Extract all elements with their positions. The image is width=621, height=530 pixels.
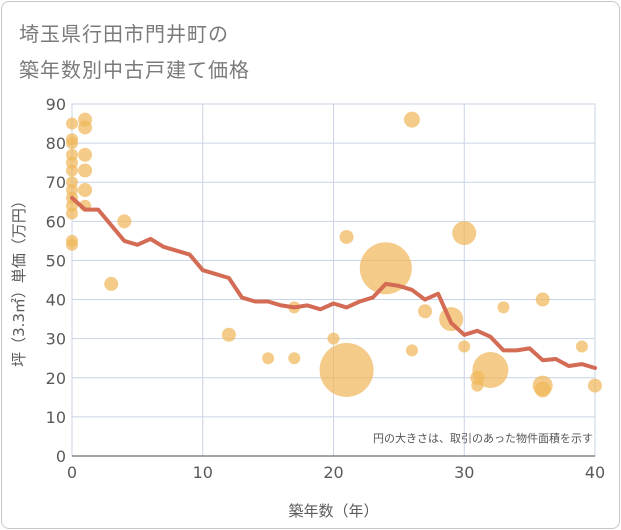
bubble-point xyxy=(452,221,477,246)
y-tick-label: 20 xyxy=(46,369,66,388)
bubble-size-note: 円の大きさは、取引のあった物件面積を示す xyxy=(373,431,593,445)
y-tick-label: 10 xyxy=(46,408,66,427)
chart-title-line-2: 築年数別中古戸建て価格 xyxy=(19,58,250,82)
y-tick-label: 30 xyxy=(46,330,66,349)
bubble-point xyxy=(339,229,354,244)
bubble-point xyxy=(78,120,93,135)
bubble-point xyxy=(288,352,301,365)
x-tick-label: 0 xyxy=(67,463,77,482)
grid xyxy=(71,103,596,457)
bubble-point xyxy=(117,214,132,229)
bubble-point xyxy=(497,301,510,314)
bubble-series xyxy=(66,111,602,398)
bubble-point xyxy=(405,344,418,357)
bubble-point xyxy=(319,342,374,397)
x-axis-label: 築年数（年） xyxy=(288,502,378,520)
trend-series xyxy=(70,195,597,370)
bubble-point xyxy=(403,111,420,128)
x-tick-label: 30 xyxy=(454,463,474,482)
bubble-point xyxy=(359,242,412,295)
y-tick-label: 40 xyxy=(46,291,66,310)
bubble-point xyxy=(78,183,93,198)
bubble-point xyxy=(535,292,550,307)
bubble-point xyxy=(588,378,602,393)
bubble-point xyxy=(575,340,588,353)
trend-line xyxy=(70,195,597,370)
bubble-point xyxy=(66,137,78,150)
bubble-point xyxy=(104,276,119,291)
bubble-point xyxy=(66,207,78,220)
bubble-point xyxy=(262,352,275,365)
axes: 0 10 20 30 40 50 60 70 80 90 0 10 20 30 40 xyxy=(46,95,606,482)
chart-title: 埼玉県行田市門井町の 築年数別中古戸建て価格 xyxy=(19,16,599,88)
bubble-point xyxy=(534,381,551,398)
bubble-point xyxy=(66,164,78,177)
bubble-point xyxy=(221,327,236,342)
y-tick-label: 0 xyxy=(56,447,66,466)
x-tick-label: 20 xyxy=(323,463,343,482)
bubble-point xyxy=(66,117,78,130)
y-tick-label: 80 xyxy=(46,134,66,153)
bubble-point xyxy=(418,304,433,319)
y-tick-label: 60 xyxy=(46,212,66,231)
bubble-point xyxy=(78,147,93,162)
bubble-point xyxy=(471,379,484,392)
x-tick-label: 40 xyxy=(585,463,605,482)
y-tick-label: 50 xyxy=(46,251,66,270)
y-tick-label: 70 xyxy=(46,173,66,192)
bubble-point xyxy=(458,340,471,353)
x-tick-label: 10 xyxy=(193,463,213,482)
y-tick-label: 90 xyxy=(46,95,66,114)
chart-title-line-1: 埼玉県行田市門井町の xyxy=(19,22,229,46)
bubble-point xyxy=(78,163,93,178)
bubble-point xyxy=(66,238,78,251)
y-axis-label: 坪（3.3㎡）単価（万円） xyxy=(10,193,28,367)
bubble-point xyxy=(327,332,340,345)
